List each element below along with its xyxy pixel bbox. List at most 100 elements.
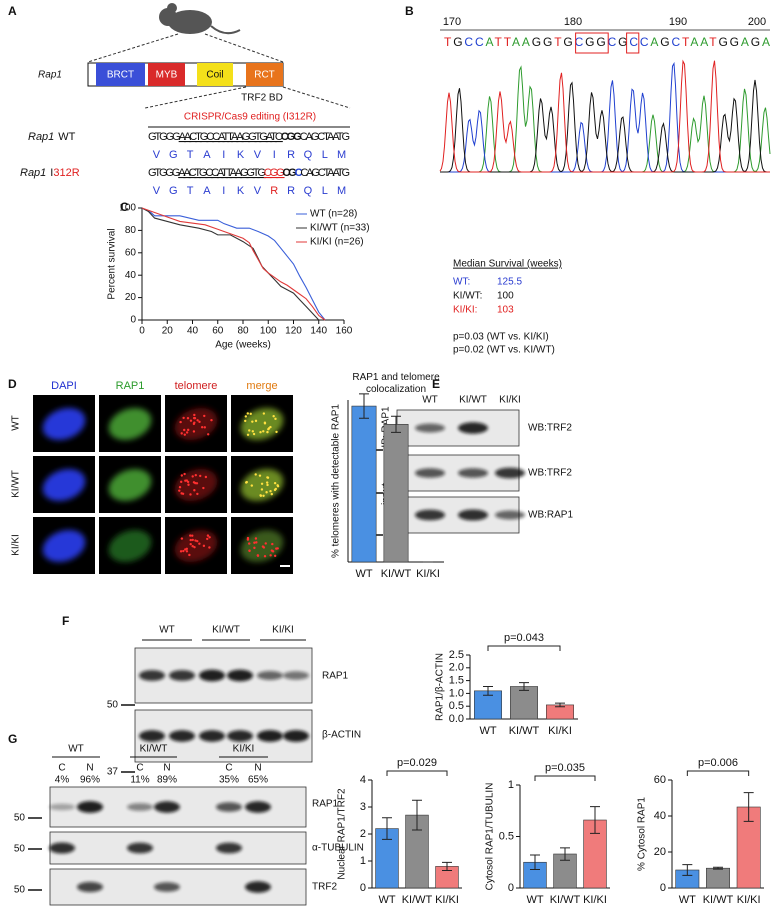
amino-acid: I — [273, 149, 276, 161]
lane-label: KI/KI — [499, 395, 521, 406]
error-bar — [391, 415, 401, 433]
fraction-label: N — [254, 763, 261, 774]
foci — [253, 546, 256, 550]
band — [49, 842, 75, 854]
foci — [179, 420, 182, 424]
foci — [193, 489, 196, 492]
y-tick-label: 0 — [660, 882, 666, 894]
x-tick-label: KI/KI — [583, 894, 607, 906]
fraction-label: C — [136, 763, 143, 774]
base: G — [563, 35, 572, 49]
significance-bracket — [686, 770, 750, 776]
foci — [246, 433, 250, 436]
base: T — [504, 35, 512, 49]
foci — [191, 475, 194, 478]
lane-label: KI/WT — [212, 625, 240, 636]
y-tick-label: 1 — [508, 779, 514, 791]
allele: WT — [58, 131, 75, 143]
y-tick-label: 0.5 — [449, 700, 464, 712]
p-value: p=0.03 (WT vs. KI/KI) — [453, 332, 549, 343]
x-tick-label: KI/WT — [381, 568, 412, 580]
blot-label: α-TUBULIN — [312, 843, 364, 854]
band — [283, 730, 309, 742]
panel-label: B — [405, 4, 414, 18]
foci — [191, 534, 194, 537]
y-tick-label: 40 — [654, 810, 666, 822]
y-tick-label: 2.5 — [449, 649, 464, 661]
foci — [275, 430, 278, 434]
foci — [189, 538, 192, 542]
x-tick-label: KI/KI — [737, 894, 761, 906]
amino-acid: R — [287, 149, 295, 161]
y-axis-label: % telomeres with detectable RAP1 — [331, 404, 342, 558]
percent-label: 4% — [55, 775, 70, 786]
amino-acid: R — [270, 185, 278, 197]
panel-label: D — [8, 377, 17, 391]
foci — [264, 542, 267, 545]
y-tick-label: 20 — [654, 846, 666, 858]
base: A — [522, 35, 530, 49]
x-tick-label: WT — [679, 894, 696, 906]
x-tick-label: 80 — [237, 326, 249, 337]
amino-acid: A — [203, 185, 211, 197]
bar — [383, 423, 409, 563]
base: G — [543, 35, 552, 49]
amino-acid: K — [237, 149, 245, 161]
x-tick-label: 40 — [187, 326, 199, 337]
sequence-segment: CAGCTAATG — [300, 131, 350, 143]
trace — [439, 59, 770, 173]
amino-acid: Q — [304, 149, 313, 161]
marker-label: 37 — [107, 767, 119, 778]
allele: 312R — [53, 167, 79, 179]
band — [245, 801, 271, 813]
band — [199, 730, 225, 742]
median-group: KI/WT: — [453, 291, 482, 302]
marker-label: 50 — [107, 700, 119, 711]
foci — [260, 482, 264, 485]
foci — [244, 419, 247, 423]
amino-acid: I — [222, 185, 225, 197]
panel-label: C — [120, 200, 129, 214]
nucleus — [108, 530, 152, 562]
y-tick-label: 1.5 — [449, 675, 464, 687]
foci — [206, 537, 209, 541]
error-bar — [560, 847, 570, 861]
domain-label: RCT — [254, 70, 275, 81]
percent-label: 65% — [248, 775, 268, 786]
foci — [178, 486, 182, 489]
gene-name: Rap1 — [20, 167, 46, 179]
legend-label: KI/WT (n=33) — [310, 223, 370, 234]
blot-label: WB:TRF2 — [528, 468, 572, 479]
x-tick-label: KI/WT — [550, 894, 581, 906]
sequence-segment: AACTGCCATTAAGGTGATC — [179, 131, 283, 143]
foci — [192, 430, 196, 433]
foci — [274, 417, 277, 421]
base: T — [709, 35, 717, 49]
p-value: p=0.02 (WT vs. KI/WT) — [453, 345, 555, 356]
amino-acid: V — [254, 185, 262, 197]
percent-label: 11% — [130, 775, 149, 786]
foci — [191, 545, 194, 548]
chart-title: RAP1 and telomere colocalization — [352, 372, 440, 395]
foci — [199, 474, 202, 478]
sequence-segment: GTGGG — [148, 131, 181, 143]
foci — [203, 414, 206, 418]
blot-label: RAP1 — [322, 671, 349, 682]
fraction-label: N — [86, 763, 93, 774]
highlight-box — [626, 32, 640, 54]
error-bar — [442, 861, 452, 871]
band — [216, 802, 242, 812]
nucleus — [108, 469, 152, 501]
blot-label: WB:TRF2 — [528, 423, 572, 434]
group-label: WT — [68, 744, 84, 755]
foci — [246, 412, 249, 415]
foci — [202, 544, 206, 548]
mouse-ear — [167, 3, 177, 13]
y-tick-label: 2 — [360, 828, 366, 840]
blot-label: β-ACTIN — [322, 730, 361, 741]
x-tick-label: 0 — [139, 326, 145, 337]
band — [245, 881, 271, 893]
foci — [193, 416, 197, 420]
y-tick-label: 0 — [360, 882, 366, 894]
fraction-label: C — [58, 763, 65, 774]
